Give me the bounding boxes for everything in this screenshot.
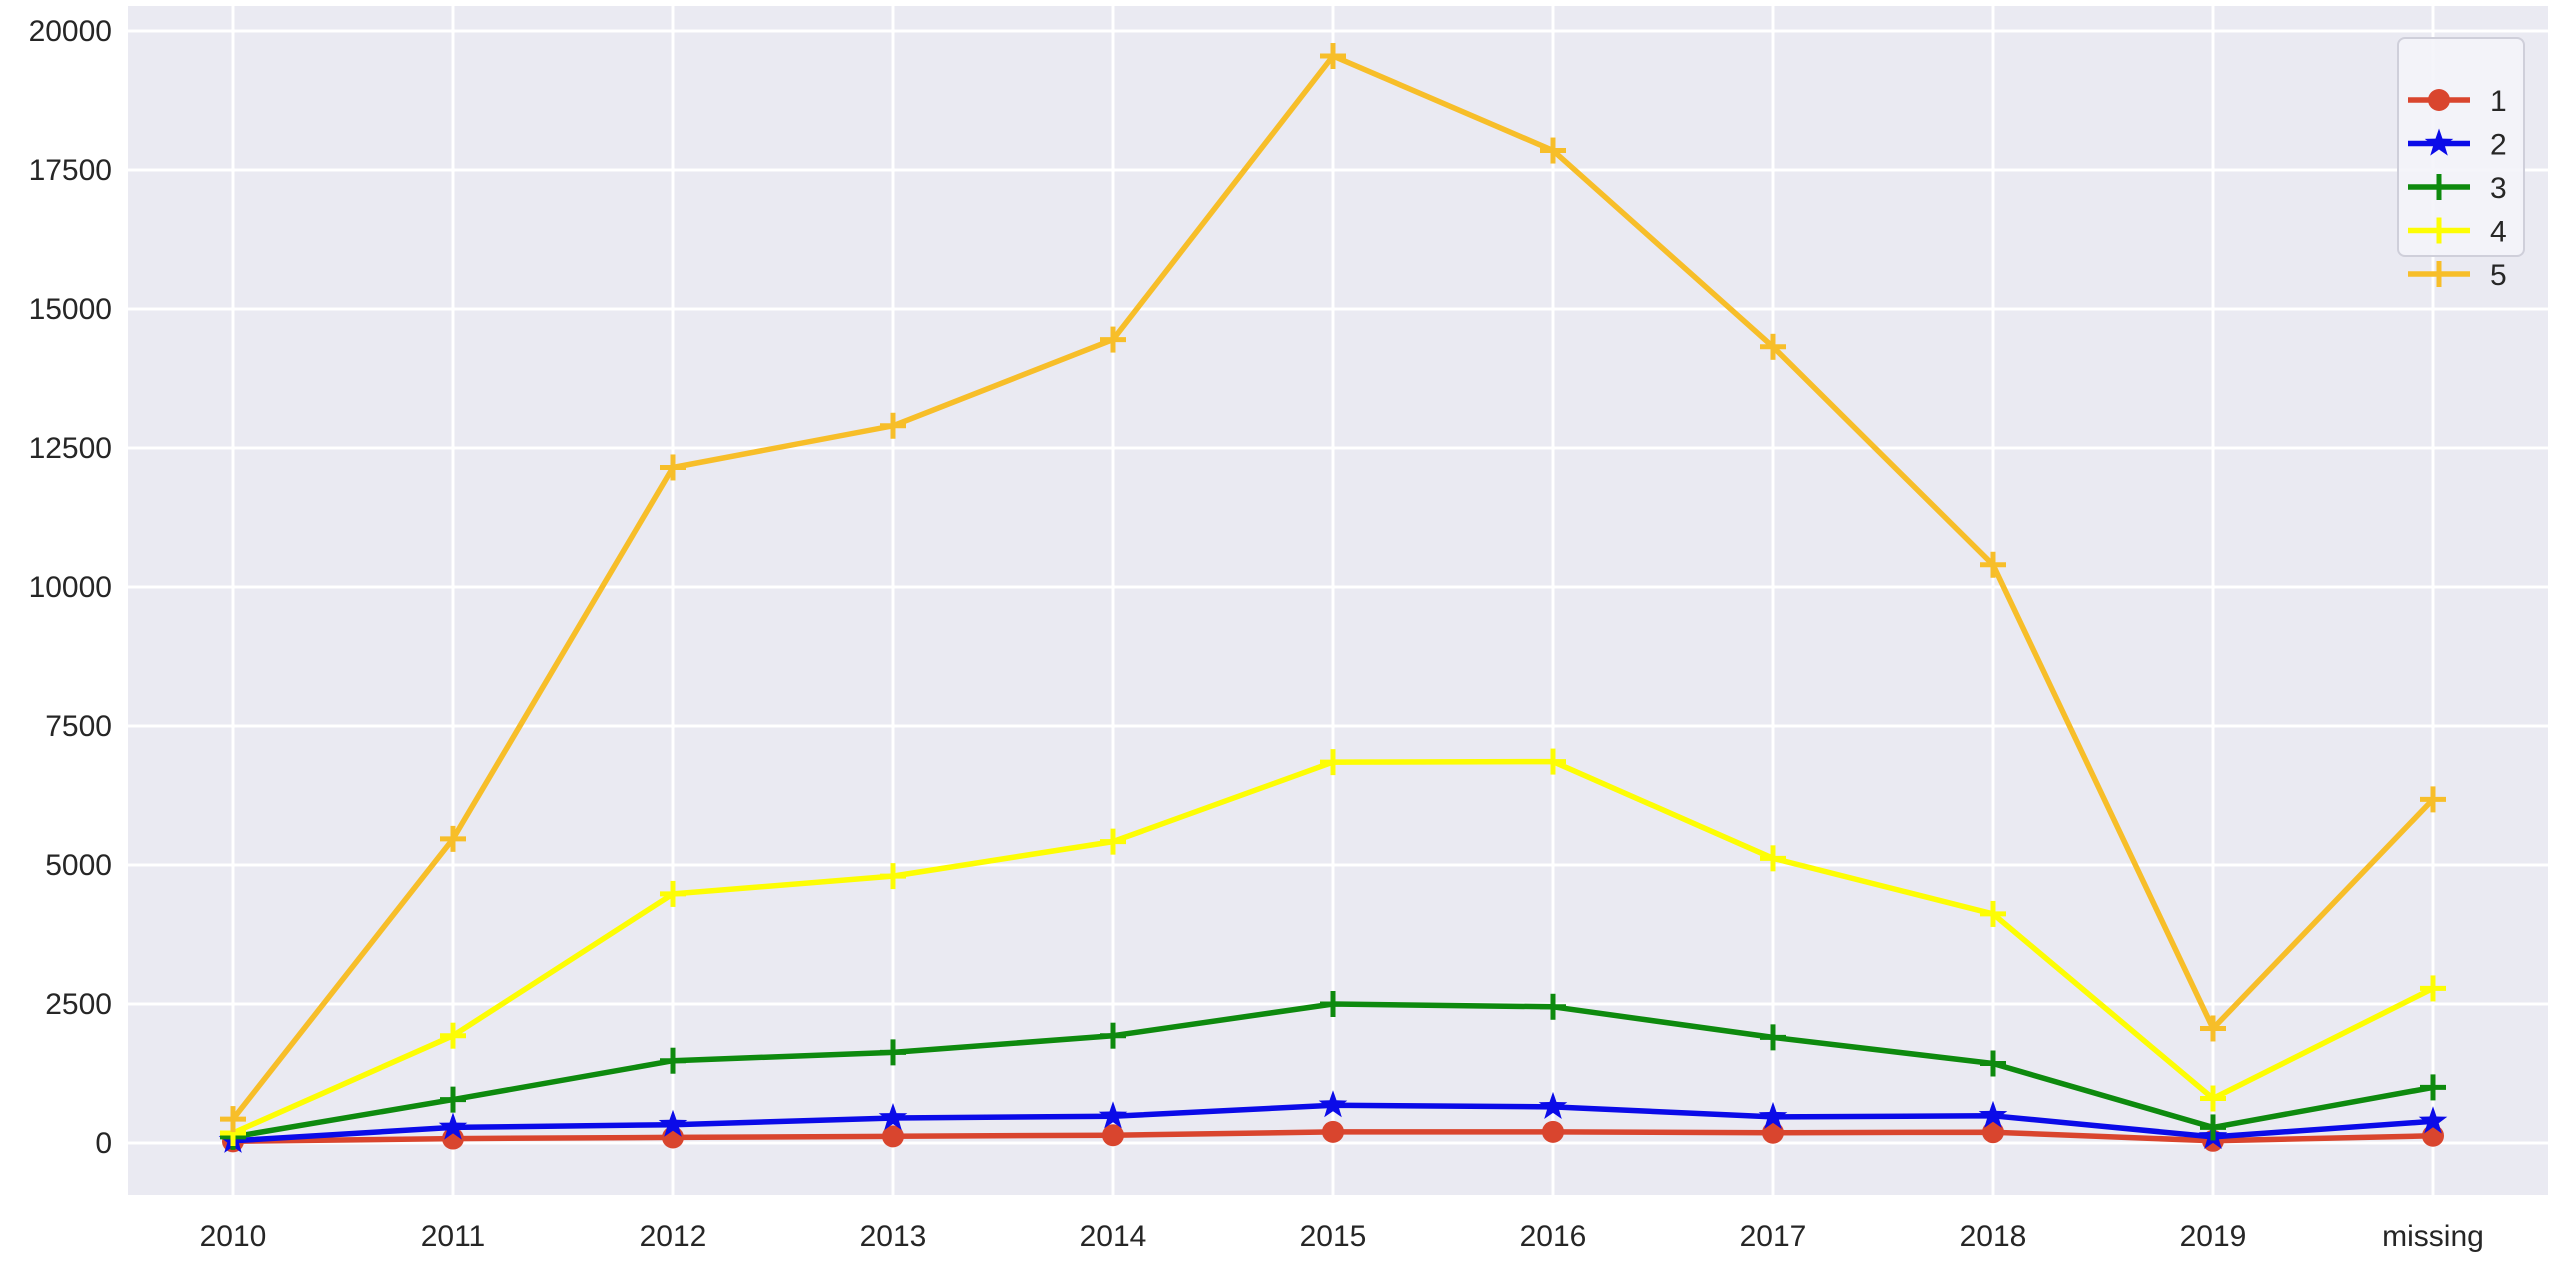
- data-point-marker-star: [1318, 1090, 1348, 1118]
- data-point-marker-circle: [1102, 1124, 1124, 1147]
- y-axis-tick-label: 15000: [29, 293, 112, 326]
- y-axis-tick-label: 10000: [29, 571, 112, 604]
- x-axis-tick-label: 2011: [421, 1220, 486, 1253]
- data-point-marker-star: [1538, 1091, 1568, 1119]
- x-axis-tick-label: 2012: [640, 1220, 707, 1253]
- legend-label: 4: [2490, 216, 2507, 249]
- data-point-marker-star: [1978, 1100, 2008, 1128]
- plot-area: [128, 6, 2548, 1195]
- legend-label: 3: [2490, 172, 2507, 205]
- data-point-marker-star: [2424, 128, 2454, 156]
- x-axis-tick-label: missing: [2382, 1220, 2484, 1253]
- data-point-marker-star: [1098, 1101, 1128, 1129]
- y-axis-tick-label: 5000: [45, 849, 112, 882]
- data-point-marker-star: [878, 1103, 908, 1131]
- y-axis-tick-label: 0: [95, 1127, 112, 1160]
- x-axis-tick-label: 2015: [1300, 1220, 1367, 1253]
- data-point-marker-star: [438, 1112, 468, 1140]
- x-axis-tick-label: 2018: [1960, 1220, 2027, 1253]
- x-axis-tick-label: 2019: [2180, 1220, 2247, 1253]
- data-point-marker-circle: [1542, 1120, 1564, 1143]
- data-point-marker-circle: [882, 1125, 904, 1148]
- data-point-marker-star: [658, 1109, 688, 1137]
- data-point-marker-circle: [2422, 1124, 2444, 1147]
- y-axis-tick-label: 7500: [45, 710, 112, 743]
- data-point-marker-circle: [1322, 1120, 1344, 1143]
- legend-label: 5: [2490, 259, 2507, 292]
- x-axis-tick-label: 2013: [860, 1220, 927, 1253]
- x-axis-tick-label: 2014: [1080, 1220, 1147, 1253]
- data-point-marker-circle: [1762, 1121, 1784, 1144]
- y-axis-tick-label: 12500: [29, 432, 112, 465]
- x-axis-tick-label: 2017: [1740, 1220, 1807, 1253]
- legend-label: 1: [2490, 85, 2507, 118]
- y-axis-tick-label: 2500: [45, 988, 112, 1021]
- y-axis-tick-label: 20000: [29, 15, 112, 48]
- legend-label: 2: [2490, 129, 2507, 162]
- x-axis-tick-label: 2010: [200, 1220, 267, 1253]
- y-axis-tick-label: 17500: [29, 154, 112, 187]
- x-axis-tick-label: 2016: [1520, 1220, 1587, 1253]
- data-point-marker-circle: [1982, 1121, 2004, 1144]
- legend: [2397, 37, 2525, 257]
- data-point-marker-circle: [2428, 89, 2450, 111]
- data-point-marker-star: [1758, 1101, 1788, 1129]
- data-point-marker-star: [2418, 1106, 2448, 1134]
